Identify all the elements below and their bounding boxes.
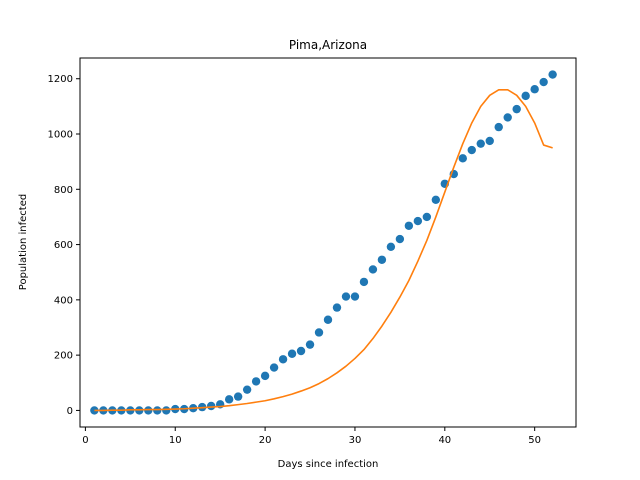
scatter-point (162, 406, 171, 415)
y-tick-label: 0 (67, 406, 73, 417)
scatter-point (242, 385, 252, 394)
y-axis-label: Population infected (18, 194, 29, 290)
scatter-point (260, 371, 270, 381)
chart-title: Pima,Arizona (289, 38, 367, 52)
scatter-point (404, 221, 414, 230)
plot-area (90, 70, 557, 415)
x-tick-label: 40 (438, 435, 451, 446)
scatter-point (476, 139, 485, 148)
scatter-point (467, 145, 476, 155)
scatter-point (144, 406, 153, 415)
scatter-point (494, 122, 503, 132)
y-tick-label: 1000 (48, 130, 73, 141)
scatter-point (512, 104, 521, 114)
y-tick-label: 200 (54, 351, 73, 362)
scatter-point (413, 216, 423, 226)
y-tick-label: 600 (54, 240, 73, 251)
scatter-point (305, 340, 315, 349)
scatter-point (458, 154, 467, 163)
x-tick-label: 20 (259, 435, 272, 446)
scatter-point (90, 406, 99, 415)
x-tick-label: 0 (82, 435, 88, 446)
x-axis-label: Days since infection (278, 459, 379, 470)
scatter-point (296, 346, 306, 356)
scatter-point (431, 195, 441, 204)
y-tick-label: 1200 (48, 74, 73, 85)
scatter-point (278, 355, 288, 364)
scatter-point (521, 91, 530, 101)
scatter-point (539, 77, 548, 87)
y-tick-label: 400 (54, 295, 73, 306)
scatter-point (341, 292, 351, 301)
plot-frame (79, 57, 577, 428)
scatter-point (530, 85, 539, 94)
scatter-point (485, 136, 494, 146)
scatter-point (206, 401, 216, 411)
scatter-point (224, 395, 234, 404)
axis-ticks: 0 10 20 30 40 50 0 200 400 600 800 1000 1200 (48, 74, 541, 446)
scatter-point (422, 212, 432, 222)
scatter-point (503, 113, 512, 122)
scatter-point (395, 234, 405, 244)
x-tick-label: 10 (169, 435, 182, 446)
scatter-point (251, 377, 261, 386)
scatter-point (323, 315, 333, 324)
scatter-point (350, 292, 360, 301)
scatter-point (314, 328, 324, 337)
scatter-point (368, 265, 378, 274)
fit-line (94, 88, 553, 412)
scatter-point (377, 255, 387, 264)
scatter-point (332, 303, 342, 312)
y-tick-label: 800 (54, 185, 73, 196)
x-tick-label: 30 (349, 435, 362, 446)
scatter-point (287, 349, 297, 358)
scatter-point (153, 406, 162, 415)
scatter-point (386, 242, 396, 251)
scatter-point (269, 363, 279, 372)
x-tick-label: 50 (528, 435, 541, 446)
scatter-point (359, 277, 369, 287)
scatter-point (233, 392, 243, 401)
scatter-point (548, 70, 557, 79)
